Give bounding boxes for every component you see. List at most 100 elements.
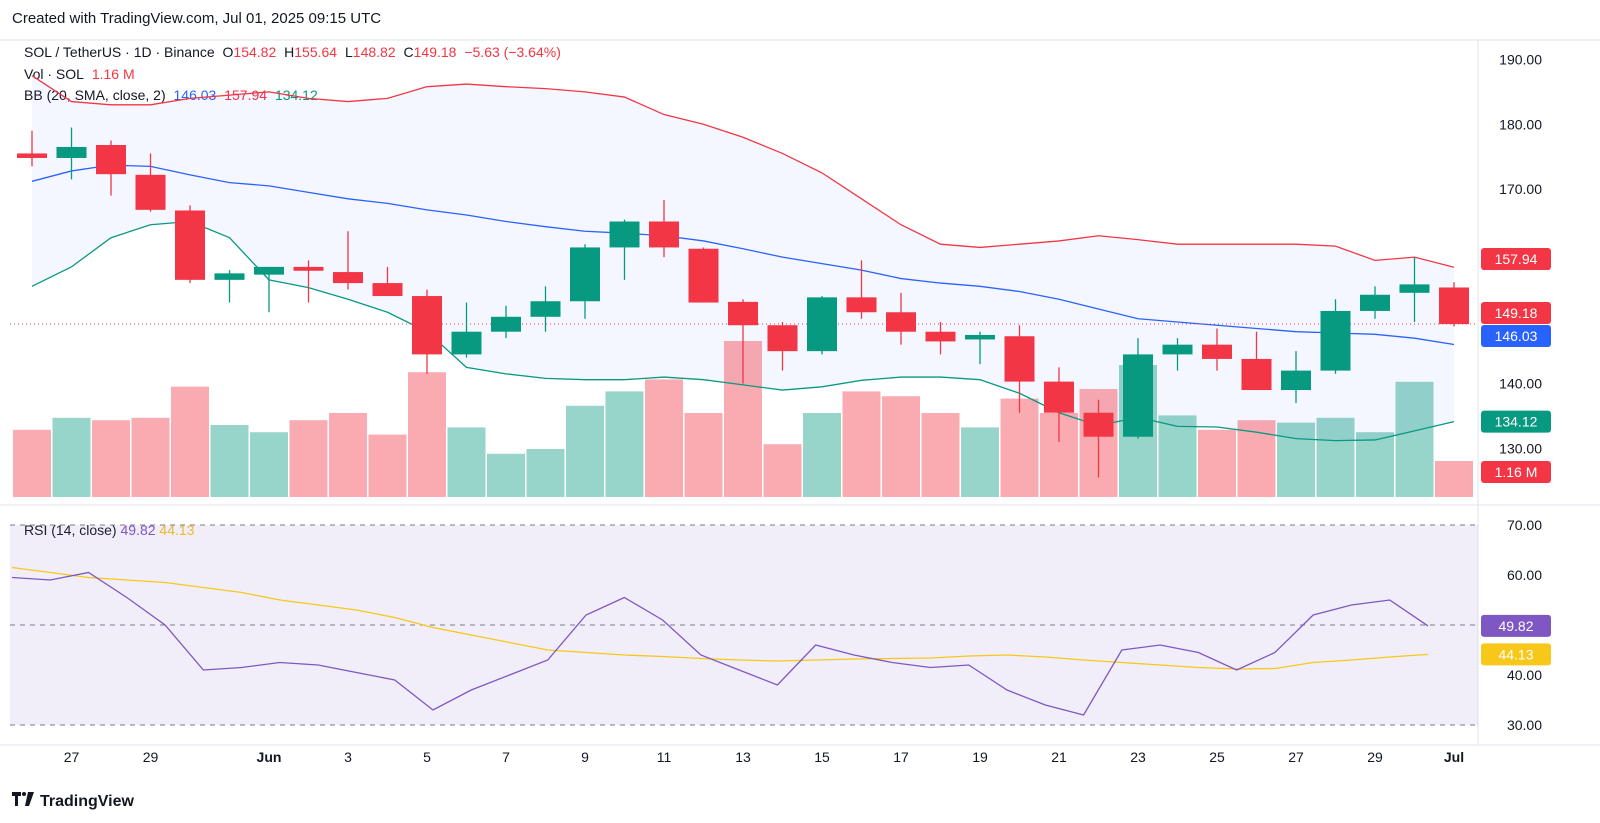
- candle-body: [1202, 344, 1232, 359]
- volume-bar: [684, 413, 723, 497]
- tradingview-brand: TradingView: [40, 792, 134, 810]
- rsi-axis-label: 40.00: [1507, 667, 1542, 683]
- rsi-tag-bg: [1481, 614, 1551, 637]
- candle-body: [1439, 287, 1469, 325]
- time-axis-label: 9: [581, 749, 589, 765]
- symbol-name: SOL / TetherUS · 1D · Binance: [24, 44, 215, 60]
- volume-bar: [526, 449, 565, 497]
- time-axis-label: 29: [143, 749, 159, 765]
- volume-bar: [250, 432, 288, 497]
- rsi-line: [11, 571, 1429, 716]
- low-value: 148.82: [352, 44, 396, 60]
- bb-legend: BB (20, SMA, close, 2) 146.03 157.94 134…: [24, 87, 322, 103]
- candle-body: [688, 248, 719, 303]
- volume-bar: [1395, 381, 1434, 497]
- price-axis-label: 170.00: [1499, 181, 1542, 197]
- time-axis-label: 15: [814, 749, 830, 765]
- volume-bar: [645, 379, 683, 497]
- price-tag: 157.94: [1495, 251, 1538, 267]
- time-axis-label: 19: [972, 749, 988, 765]
- volume-bar: [961, 427, 999, 497]
- price-tag-bg: [1481, 410, 1551, 433]
- candle-body: [609, 221, 640, 248]
- volume-bar: [763, 444, 802, 497]
- volume-label: Vol · SOL: [24, 66, 84, 82]
- tradingview-footer: TradingView: [12, 792, 134, 811]
- price-axis-label: 130.00: [1499, 440, 1542, 456]
- time-axis-label: 13: [735, 749, 751, 765]
- volume-bar: [13, 429, 51, 497]
- time-axis-label: 11: [657, 749, 672, 765]
- close-label: C: [403, 44, 414, 60]
- volume-bar: [882, 396, 920, 497]
- candle-body: [17, 153, 47, 158]
- price-axis-label: 180.00: [1499, 116, 1542, 132]
- candle-body: [1123, 354, 1153, 437]
- price-tag-bg: [1481, 248, 1551, 270]
- time-axis-label: 5: [423, 749, 431, 765]
- candle-body: [530, 301, 561, 317]
- candle-body: [56, 146, 87, 158]
- time-axis-label: 27: [64, 749, 80, 765]
- volume-bar: [1198, 429, 1236, 497]
- bb-lower-value: 134.12: [274, 87, 318, 103]
- volume-bar: [52, 417, 91, 497]
- candle-body: [570, 247, 600, 302]
- time-axis-label: 21: [1051, 749, 1067, 765]
- candle-body: [1004, 336, 1035, 382]
- volume-bar: [329, 413, 367, 497]
- low-label: L: [344, 44, 353, 60]
- volume-bar: [1237, 420, 1276, 497]
- volume-bar: [842, 391, 881, 497]
- bb-upper-line: [31, 75, 1455, 268]
- candle-body: [807, 297, 837, 352]
- time-axis-label: 27: [1288, 749, 1304, 765]
- rsi-legend: RSI (14, close) 49.82 44.13: [24, 522, 194, 538]
- open-value: 154.82: [233, 44, 277, 60]
- price-axis-label: 190.00: [1499, 51, 1542, 67]
- volume-bar: [1316, 417, 1355, 497]
- candle-body: [728, 301, 758, 326]
- candle-body: [767, 325, 798, 352]
- rsi-ma-line: [11, 566, 1429, 670]
- price-tag: 146.03: [1495, 328, 1538, 344]
- volume-bar: [1356, 432, 1394, 497]
- candle-body: [333, 272, 363, 284]
- volume-value: 1.16 M: [91, 66, 135, 82]
- open-label: O: [222, 44, 234, 60]
- time-axis-label: 23: [1130, 749, 1146, 765]
- rsi-tag: 49.82: [1498, 618, 1533, 634]
- candle-body: [175, 210, 205, 280]
- rsi-label: RSI (14, close): [24, 522, 117, 538]
- bb-label: BB (20, SMA, close, 2): [24, 87, 166, 103]
- volume-bar: [408, 372, 446, 497]
- candle-body: [1281, 370, 1311, 391]
- volume-bar: [1435, 461, 1473, 497]
- bb-upper-value: 157.94: [224, 87, 268, 103]
- price-axis-label: 140.00: [1499, 376, 1542, 392]
- rsi-axis-label: 30.00: [1507, 717, 1542, 733]
- volume-bar: [605, 391, 644, 497]
- price-tag-bg: [1481, 302, 1551, 324]
- time-axis-label: 7: [502, 749, 510, 765]
- price-tag-bg: [1481, 325, 1551, 347]
- time-axis-label: 29: [1367, 749, 1383, 765]
- symbol-legend: SOL / TetherUS · 1D · Binance O154.82 H1…: [24, 44, 565, 60]
- price-tag: 149.18: [1495, 305, 1538, 321]
- volume-bar: [1277, 422, 1315, 497]
- close-value: 149.18: [413, 44, 457, 60]
- candle-body: [846, 297, 877, 313]
- time-axis-label: 3: [344, 749, 352, 765]
- candle-body: [293, 266, 324, 271]
- created-with-header: Created with TradingView.com, Jul 01, 20…: [12, 10, 382, 27]
- candle-body: [1399, 284, 1430, 293]
- candle-body: [412, 296, 442, 355]
- candle-body: [1320, 310, 1351, 371]
- candle-body: [1162, 344, 1193, 355]
- bb-basis-line: [31, 164, 1455, 346]
- candle-body: [254, 266, 284, 275]
- candle-body: [925, 331, 956, 342]
- candle-body: [1360, 294, 1390, 311]
- volume-tag-bg: [1481, 461, 1551, 483]
